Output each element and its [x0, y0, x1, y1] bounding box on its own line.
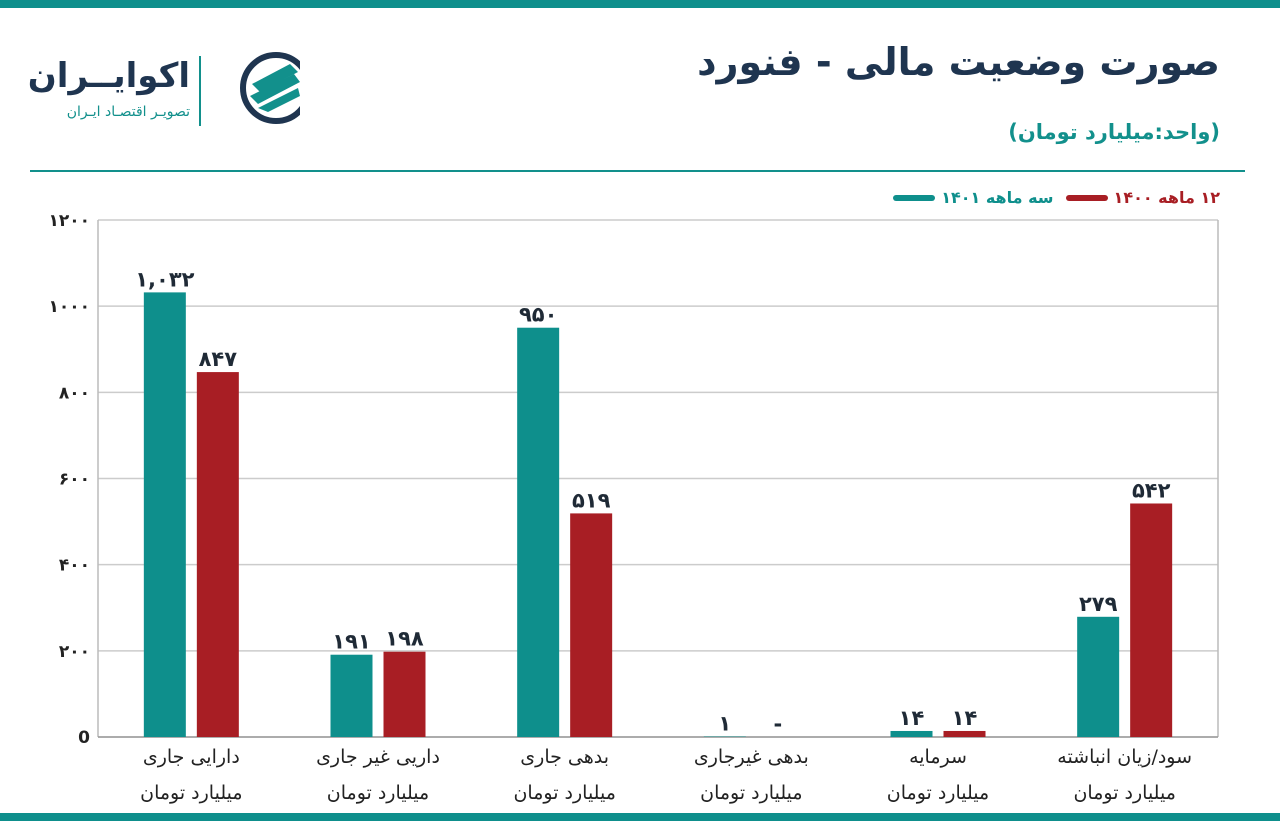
category-unit-label: میلیارد تومان	[700, 782, 802, 804]
category-label: بدهی غیرجاری	[694, 746, 809, 768]
legend-label-series-2: ۱۲ ماهه ۱۴۰۰	[1113, 188, 1220, 207]
legend-label-series-1: سه ماهه ۱۴۰۱	[941, 188, 1054, 207]
y-tick-label: ۲۰۰	[59, 642, 90, 662]
bar	[570, 513, 613, 737]
bar	[517, 327, 560, 737]
logo-divider	[199, 56, 201, 126]
legend-item-series-2: ۱۲ ماهه ۱۴۰۰	[1065, 188, 1220, 207]
data-label: ۲۷۹	[1079, 592, 1118, 616]
category-label: دارایی جاری	[143, 746, 240, 768]
y-tick-label: ۱۲۰۰	[48, 211, 90, 231]
brand-name: اکوایــران	[27, 56, 190, 96]
y-tick-label: ۴۰۰	[59, 556, 90, 576]
top-accent-bar	[0, 0, 1280, 8]
page-title: صورت وضعیت مالی - فنورد	[697, 40, 1220, 84]
legend-swatch-series-1	[893, 194, 936, 201]
data-label: ۱۴	[899, 706, 925, 730]
data-label: ۵۱۹	[572, 488, 611, 512]
unit-subtitle: (واحد:میلیارد تومان)	[1008, 120, 1220, 144]
bar	[1130, 503, 1173, 737]
data-label: ۹۵۰	[519, 303, 557, 327]
category-unit-label: میلیارد تومان	[887, 782, 989, 804]
y-tick-label: ۱۰۰۰	[48, 297, 90, 317]
category-unit-label: میلیارد تومان	[327, 782, 429, 804]
category-label: داریی غیر جاری	[316, 746, 440, 768]
legend-swatch-series-2	[1065, 194, 1108, 201]
bar	[143, 292, 186, 737]
data-label: ۸۴۷	[199, 347, 238, 371]
data-label: ۱	[718, 712, 731, 736]
data-label: ۱۹۱	[332, 630, 370, 654]
chart-legend: سه ماهه ۱۴۰۱ ۱۲ ماهه ۱۴۰۰	[893, 188, 1220, 207]
bar	[383, 651, 426, 737]
category-unit-label: میلیارد تومان	[513, 782, 615, 804]
bar	[1077, 616, 1120, 737]
bar	[330, 654, 373, 737]
bottom-accent-bar	[0, 813, 1280, 821]
data-label: ۱۹۸	[385, 627, 424, 651]
y-tick-label: 0	[78, 728, 90, 748]
bar	[890, 730, 933, 737]
data-label: ۵۴۲	[1132, 478, 1171, 502]
ecoiran-logo-icon	[240, 52, 300, 124]
bar	[943, 730, 986, 737]
category-unit-label: میلیارد تومان	[1073, 782, 1175, 804]
data-label: -	[773, 712, 782, 736]
y-tick-label: ۶۰۰	[59, 470, 90, 490]
category-label: سرمایه	[909, 746, 967, 768]
category-label: سود/زیان انباشته	[1057, 746, 1192, 768]
data-label: ۱,۰۳۲	[135, 267, 194, 291]
data-label: ۱۴	[952, 706, 978, 730]
legend-item-series-1: سه ماهه ۱۴۰۱	[893, 188, 1054, 207]
bar	[196, 372, 239, 737]
header-divider	[30, 170, 1245, 172]
category-unit-label: میلیارد تومان	[140, 782, 242, 804]
y-tick-label: ۸۰۰	[59, 383, 90, 403]
category-label: بدهی جاری	[520, 746, 609, 768]
brand-tagline: تصویـر اقتصـاد ایـران	[66, 104, 190, 120]
